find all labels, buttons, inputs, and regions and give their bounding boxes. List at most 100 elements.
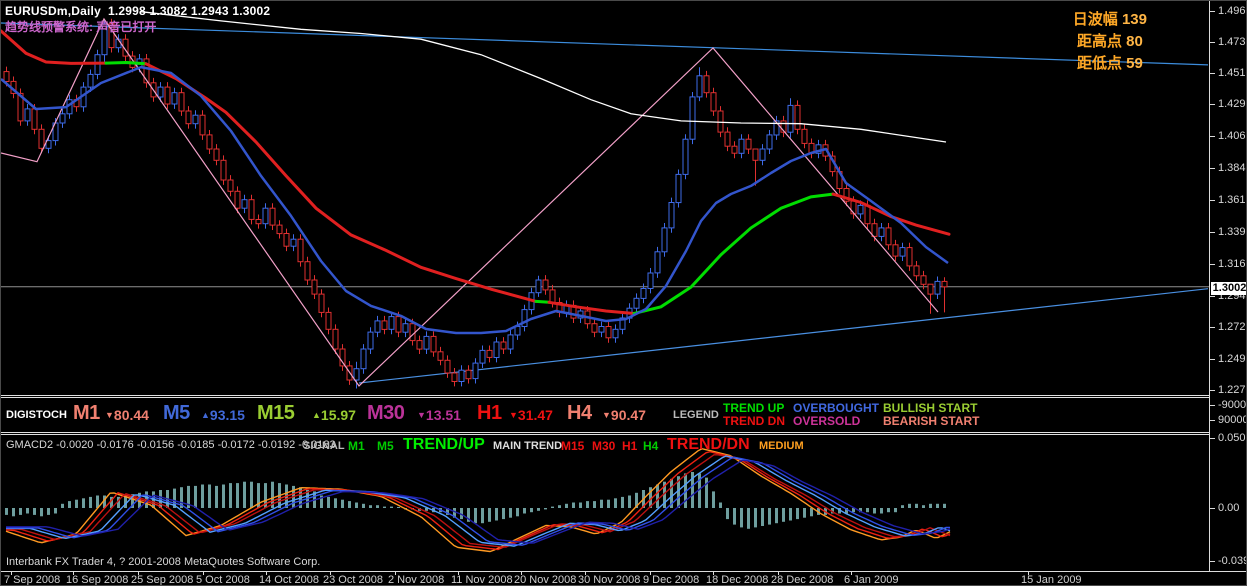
macd-histogram-bar[interactable] xyxy=(341,499,344,508)
macd-histogram-bar[interactable] xyxy=(796,508,799,520)
macd-histogram-bar[interactable] xyxy=(54,508,57,514)
macd-histogram-bar[interactable] xyxy=(565,503,568,508)
macd-histogram-bar[interactable] xyxy=(761,508,764,526)
macd-histogram-bar[interactable] xyxy=(26,508,29,514)
macd-histogram-bar[interactable] xyxy=(215,485,218,508)
macd-histogram-bar[interactable] xyxy=(138,492,141,508)
macd-histogram-bar[interactable] xyxy=(327,496,330,508)
macd-histogram-bar[interactable] xyxy=(929,503,932,508)
macd-histogram-bar[interactable] xyxy=(264,483,267,508)
macd-histogram-bar[interactable] xyxy=(656,484,659,509)
macd-line-mid-lightblue[interactable] xyxy=(6,455,951,547)
macd-histogram-bar[interactable] xyxy=(474,508,477,524)
macd-histogram-bar[interactable] xyxy=(320,495,323,509)
macd-histogram-bar[interactable] xyxy=(803,508,806,518)
macd-histogram-bar[interactable] xyxy=(348,501,351,508)
macd-histogram-bar[interactable] xyxy=(523,508,526,514)
macd-histogram-bar[interactable] xyxy=(635,492,638,508)
macd-histogram-bar[interactable] xyxy=(719,502,722,509)
macd-histogram-bar[interactable] xyxy=(621,496,624,508)
medium-ma-segment[interactable] xyxy=(534,299,551,304)
macd-histogram-bar[interactable] xyxy=(376,505,379,508)
macd-histogram-bar[interactable] xyxy=(453,508,456,518)
macd-histogram-bar[interactable] xyxy=(894,508,897,513)
macd-histogram-bar[interactable] xyxy=(768,508,771,525)
medium-ma-segment[interactable] xyxy=(1,29,108,65)
macd-histogram-bar[interactable] xyxy=(68,501,71,508)
macd-histogram-bar[interactable] xyxy=(544,508,547,510)
macd-line-fast-red[interactable] xyxy=(6,450,951,551)
macd-histogram-bar[interactable] xyxy=(705,477,708,508)
macd-histogram-bar[interactable] xyxy=(880,508,883,514)
macd-histogram-bar[interactable] xyxy=(124,495,127,509)
macd-histogram-bar[interactable] xyxy=(355,502,358,509)
macd-histogram-bar[interactable] xyxy=(243,481,246,508)
main-chart-panel[interactable]: EURUSDm,Daily 1.2998 1.3082 1.2943 1.300… xyxy=(1,1,1209,395)
macd-histogram-bar[interactable] xyxy=(677,476,680,508)
macd-histogram-bar[interactable] xyxy=(684,473,687,508)
macd-histogram-bar[interactable] xyxy=(390,506,393,508)
macd-histogram-bar[interactable] xyxy=(222,484,225,509)
macd-histogram-bar[interactable] xyxy=(117,496,120,508)
macd-histogram-bar[interactable] xyxy=(712,491,715,508)
macd-histogram-bar[interactable] xyxy=(467,508,470,522)
macd-histogram-bar[interactable] xyxy=(425,508,428,511)
macd-histogram-bar[interactable] xyxy=(775,508,778,524)
macd-histogram-bar[interactable] xyxy=(383,506,386,508)
medium-ma-segment[interactable] xyxy=(104,60,148,66)
macd-line-slow-darkblue[interactable] xyxy=(6,459,951,544)
macd-histogram-bar[interactable] xyxy=(40,508,43,517)
macd-histogram-bar[interactable] xyxy=(810,508,813,517)
price-axis[interactable]: 1.4960 1.4735 1.4510 1.4290 1.4065 1.3840 1.36… xyxy=(1209,1,1246,571)
macd-histogram-bar[interactable] xyxy=(516,508,519,517)
macd-histogram-bar[interactable] xyxy=(194,485,197,508)
macd-histogram-bar[interactable] xyxy=(96,495,99,509)
macd-histogram-bar[interactable] xyxy=(558,505,561,508)
macd-histogram-bar[interactable] xyxy=(173,488,176,508)
fast-ma-blue[interactable] xyxy=(1,65,949,335)
macd-histogram-bar[interactable] xyxy=(698,473,701,508)
panel-divider[interactable] xyxy=(1,432,1209,435)
macd-histogram-bar[interactable] xyxy=(943,503,946,508)
macd-histogram-bar[interactable] xyxy=(201,484,204,509)
macd-histogram-bar[interactable] xyxy=(460,508,463,520)
macd-histogram-bar[interactable] xyxy=(691,472,694,508)
macd-histogram-bar[interactable] xyxy=(726,508,729,520)
macd-histogram-bar[interactable] xyxy=(593,501,596,508)
medium-ma-segment[interactable] xyxy=(632,192,835,315)
macd-histogram-bar[interactable] xyxy=(257,483,260,508)
macd-histogram-bar[interactable] xyxy=(782,508,785,522)
macd-histogram-bar[interactable] xyxy=(271,481,274,508)
macd-histogram-bar[interactable] xyxy=(859,508,862,513)
macd-histogram-bar[interactable] xyxy=(47,508,50,515)
macd-histogram-bar[interactable] xyxy=(789,508,792,521)
macd-histogram-bar[interactable] xyxy=(19,508,22,515)
macd-histogram-bar[interactable] xyxy=(236,483,239,508)
macd-histogram-bar[interactable] xyxy=(481,508,484,524)
macd-histogram-bar[interactable] xyxy=(180,487,183,508)
macd-histogram-bar[interactable] xyxy=(229,483,232,508)
macd-histogram-bar[interactable] xyxy=(551,506,554,508)
slow-ma-white[interactable] xyxy=(140,11,947,143)
macd-histogram-bar[interactable] xyxy=(670,478,673,508)
macd-histogram-bar[interactable] xyxy=(33,508,36,515)
medium-ma-segment[interactable] xyxy=(547,300,636,315)
macd-histogram-bar[interactable] xyxy=(530,508,533,513)
macd-histogram-bar[interactable] xyxy=(740,508,743,528)
macd-histogram-bar[interactable] xyxy=(397,507,400,508)
macd-histogram-bar[interactable] xyxy=(579,502,582,509)
macd-histogram-bar[interactable] xyxy=(208,484,211,509)
medium-ma-segment[interactable] xyxy=(144,62,538,303)
macd-histogram-bar[interactable] xyxy=(502,508,505,520)
macd-histogram-bar[interactable] xyxy=(75,499,78,508)
upper-trendline[interactable] xyxy=(1,22,1209,66)
macd-histogram-bar[interactable] xyxy=(488,508,491,522)
macd-line-fast-orange[interactable] xyxy=(5,447,951,553)
macd-histogram-bar[interactable] xyxy=(369,505,372,508)
date-axis[interactable]: 7 Sep 2008 16 Sep 2008 25 Sep 2008 5 Oct 20… xyxy=(1,571,1246,585)
macd-histogram-bar[interactable] xyxy=(509,508,512,518)
macd-line-slow-blue[interactable] xyxy=(6,456,951,546)
macd-histogram-bar[interactable] xyxy=(845,508,848,514)
macd-histogram-bar[interactable] xyxy=(628,495,631,509)
macd-chart-canvas[interactable] xyxy=(1,435,1209,571)
